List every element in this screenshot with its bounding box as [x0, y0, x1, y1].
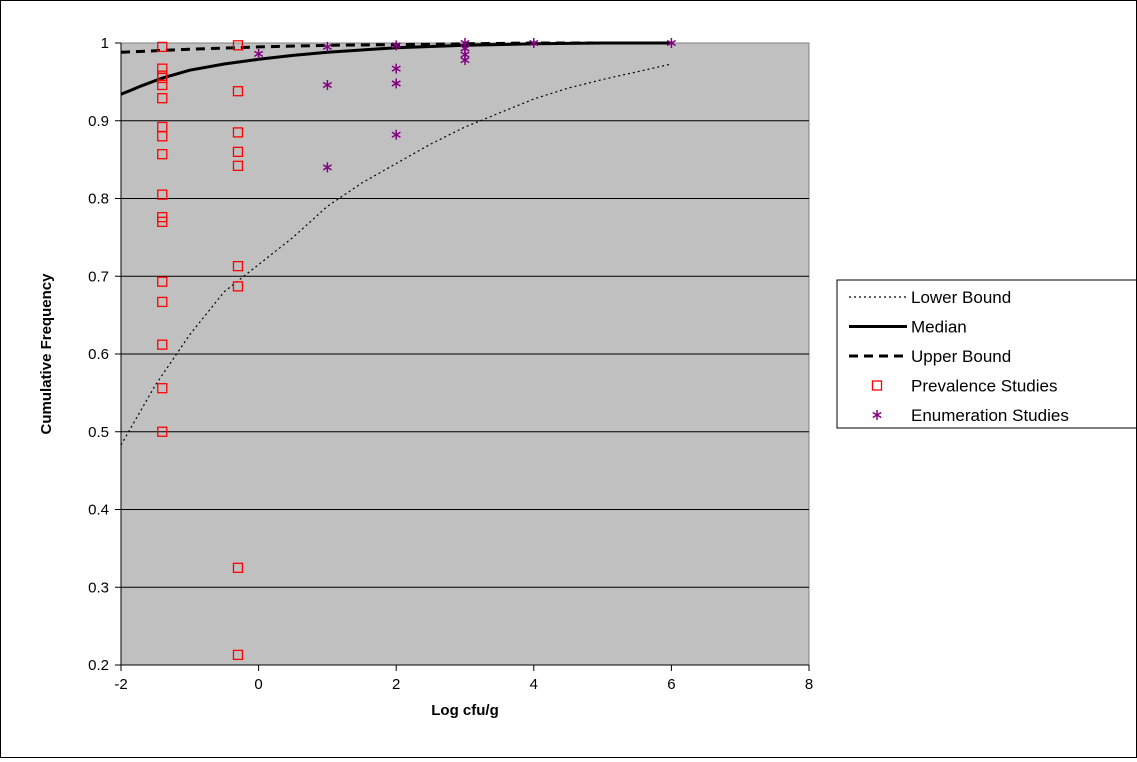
prevalence-studies-point [232, 86, 244, 97]
asterisk-stroke [666, 39, 677, 47]
asterisk-stroke [529, 39, 539, 47]
enumeration-studies-point [322, 162, 333, 173]
axes-layer: 1 0.9 0.8 0.7 0.6 0.5 0.4 0.3 0.2 -2 0 2 4 6 8 [88, 35, 813, 693]
enumeration-studies-point [322, 41, 333, 52]
asterisk-stroke [322, 43, 333, 51]
prevalence-studies-point [157, 276, 168, 287]
y-tick-label: 0.5 [88, 424, 109, 441]
x-tick-label: 8 [805, 676, 813, 693]
legend-label: Lower Bound [911, 288, 1011, 307]
prevalence-studies-point [157, 426, 168, 437]
y-tick-label: 0.6 [88, 346, 109, 363]
asterisk-stroke [460, 56, 470, 64]
legend-box [836, 279, 1137, 429]
series-layer [120, 38, 677, 661]
legend-item: Median [849, 318, 967, 337]
prevalence-studies-point [232, 127, 244, 138]
enumeration-studies-point [529, 38, 539, 48]
x-tick-label: 6 [667, 676, 675, 693]
legend-swatch-marker [872, 410, 882, 420]
legend-item: Enumeration Studies [872, 406, 1069, 425]
enumeration-studies-point [391, 40, 401, 51]
asterisk-stroke [253, 50, 264, 58]
prevalence-studies-point [232, 260, 244, 272]
legend-label: Median [911, 318, 967, 337]
enumeration-studies-point [460, 55, 470, 66]
enumeration-studies-point [322, 79, 333, 90]
x-tick-label: 0 [254, 676, 262, 693]
prevalence-studies-point [232, 281, 244, 292]
legend-item: Upper Bound [849, 347, 1011, 366]
prevalence-studies-point [157, 79, 168, 91]
prevalence-studies-point [232, 160, 244, 171]
legend-label: Upper Bound [911, 347, 1011, 366]
prevalence-studies-point [157, 296, 168, 308]
asterisk-stroke [391, 80, 401, 87]
legend-item: Lower Bound [849, 288, 1011, 307]
asterisk-stroke [391, 65, 401, 72]
prevalence-studies-point [157, 383, 168, 394]
prevalence-studies-point [157, 131, 168, 142]
asterisk-stroke [391, 42, 401, 49]
y-tick-label: 0.8 [88, 191, 109, 208]
enumeration-studies-point [666, 38, 677, 48]
x-tick-label: 2 [392, 676, 400, 693]
y-tick-label: 0.4 [88, 502, 109, 519]
asterisk-stroke [460, 51, 470, 58]
y-tick-label: 1 [101, 35, 109, 52]
prevalence-studies-point [157, 149, 168, 160]
asterisk-stroke [460, 45, 470, 52]
y-tick-label: 0.3 [88, 579, 109, 596]
lower-bound-line [120, 63, 672, 446]
x-tick-label: 4 [530, 676, 538, 693]
asterisk-stroke [460, 39, 470, 47]
legend: Lower Bound Median Upper Bound Prevalence S… [836, 279, 1137, 429]
enumeration-studies-point [391, 129, 401, 140]
legend-label: Prevalence Studies [911, 377, 1057, 396]
asterisk-stroke [322, 81, 333, 89]
prevalence-studies-point [232, 649, 244, 661]
prevalence-studies-point [232, 146, 244, 158]
prevalence-studies-point [157, 72, 168, 84]
prevalence-studies-point [157, 339, 168, 350]
legend-label: Enumeration Studies [911, 406, 1069, 425]
asterisk-stroke [391, 131, 401, 138]
legend-item: Prevalence Studies [871, 377, 1057, 396]
grid-lines [121, 120, 809, 588]
y-tick-label: 0.9 [88, 113, 109, 130]
prevalence-studies-point [157, 93, 168, 104]
y-tick-label: 0.7 [88, 268, 109, 285]
prevalence-studies-point [157, 189, 168, 200]
prevalence-studies-point [157, 216, 168, 227]
prevalence-studies-point [232, 40, 244, 51]
y-tick-label: 0.2 [88, 657, 109, 674]
enumeration-studies-point [391, 63, 401, 74]
prevalence-studies-point [232, 562, 244, 573]
asterisk-stroke [322, 164, 333, 171]
y-axis-title: Cumulative Frequency [38, 273, 55, 435]
enumeration-studies-point [253, 48, 264, 59]
prevalence-studies-point [157, 41, 168, 53]
legend-swatch-marker [871, 380, 883, 391]
x-axis-title: Log cfu/g [431, 702, 499, 719]
x-tick-label: -2 [114, 676, 127, 693]
enumeration-studies-point [391, 78, 401, 89]
asterisk-stroke [872, 411, 882, 419]
